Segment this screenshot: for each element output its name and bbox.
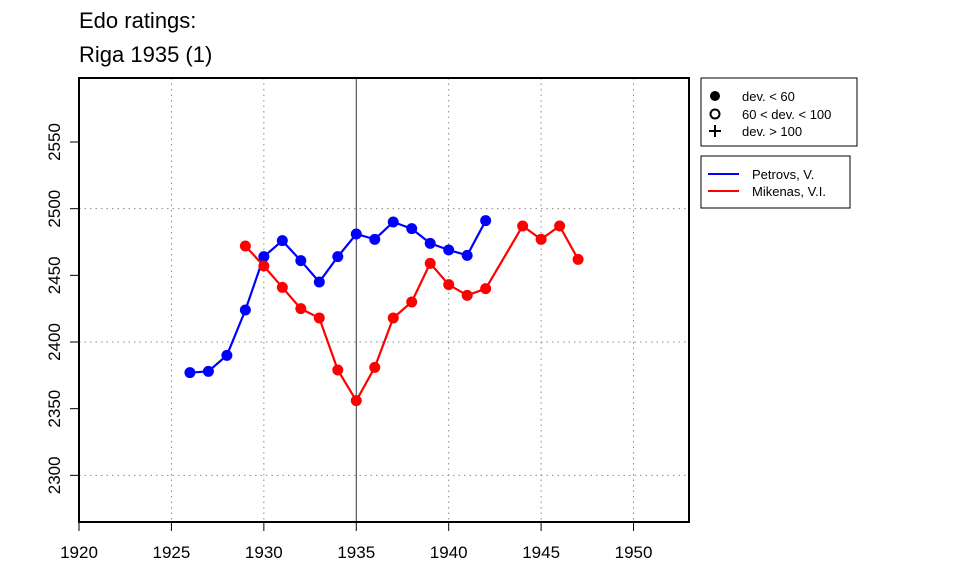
y-tick-label-2350: 2350	[45, 390, 64, 428]
series-2-point-1935	[350, 395, 362, 407]
y-tick-label-2400: 2400	[45, 323, 64, 361]
series-1-point-1926	[184, 367, 196, 379]
legend-filled-circle-icon	[710, 91, 720, 101]
marker-legend: dev. < 60 60 < dev. < 100 dev. > 100	[700, 77, 858, 147]
series-2-point-1933	[313, 312, 325, 324]
series-2-point-1938	[406, 296, 418, 308]
series-2-point-1940	[443, 279, 455, 291]
series-2-point-1947	[572, 253, 584, 265]
series-1-point-1929	[239, 304, 251, 316]
series-1-point-1939	[424, 237, 436, 249]
series-2-point-1946	[554, 220, 566, 232]
legend-marker-label-2: 60 < dev. < 100	[742, 107, 831, 122]
series-2-point-1939	[424, 257, 436, 269]
series-2-point-1945	[535, 233, 547, 245]
chart-title-line-1: Edo ratings:	[79, 8, 197, 33]
series-1-point-1935	[350, 228, 362, 240]
x-axis: 1920 1925 1930 1935 1940 1945 1950	[60, 522, 652, 562]
series-1-point-1936	[369, 233, 381, 245]
legend-series-1-label: Petrovs, V.	[752, 167, 814, 182]
chart-title-line-2: Riga 1935 (1)	[79, 42, 213, 67]
x-tick-label-1945: 1945	[522, 543, 560, 562]
series-2-point-1929	[239, 240, 251, 252]
x-tick-label-1925: 1925	[153, 543, 191, 562]
series-2-line	[244, 224, 580, 403]
series-1-point-1927	[202, 365, 214, 377]
series-2-point-1932	[295, 303, 307, 315]
series-1-point-1931	[276, 235, 288, 247]
series-2-point-1942	[480, 283, 492, 295]
series-2	[239, 220, 584, 407]
series-1-line	[189, 220, 487, 374]
series-1-point-1934	[332, 251, 344, 263]
series-1-point-1933	[313, 276, 325, 288]
series-1-point-1930	[258, 251, 270, 263]
x-tick-label-1920: 1920	[60, 543, 98, 562]
series-legend-box	[700, 155, 851, 209]
series-layer	[184, 215, 584, 407]
series-2-point-1934	[332, 364, 344, 376]
y-tick-label-2450: 2450	[45, 256, 64, 294]
legend-marker-label-1: dev. < 60	[742, 89, 795, 104]
y-tick-label-2550: 2550	[45, 123, 64, 161]
legend-open-circle-icon	[709, 108, 721, 120]
y-tick-label-2300: 2300	[45, 456, 64, 494]
series-2-point-1937	[387, 312, 399, 324]
series-2-point-1944	[517, 220, 529, 232]
legend-plus-icon	[709, 125, 721, 137]
series-legend: Petrovs, V. Mikenas, V.I.	[700, 155, 851, 209]
y-tick-label-2500: 2500	[45, 190, 64, 228]
grid-lines	[79, 78, 689, 522]
marker-legend-box	[700, 77, 858, 147]
series-1-point-1937	[387, 216, 399, 228]
series-2-point-1931	[276, 281, 288, 293]
series-2-point-1941	[461, 289, 473, 301]
legend-marker-label-3: dev. > 100	[742, 124, 802, 139]
series-1-point-1940	[443, 244, 455, 256]
x-tick-label-1935: 1935	[337, 543, 375, 562]
x-tick-label-1930: 1930	[245, 543, 283, 562]
series-2-point-1936	[369, 361, 381, 373]
y-axis: 2300 2350 2400 2450 2500 2550	[45, 123, 79, 494]
legend-series-2-label: Mikenas, V.I.	[752, 184, 826, 199]
series-1-point-1938	[406, 223, 418, 235]
series-1	[184, 215, 492, 379]
series-1-point-1941	[461, 249, 473, 261]
series-1-point-1932	[295, 255, 307, 267]
x-tick-label-1950: 1950	[615, 543, 653, 562]
series-2-point-1930	[258, 260, 270, 272]
plot-frame	[78, 77, 690, 523]
series-1-point-1928	[221, 349, 233, 361]
x-tick-label-1940: 1940	[430, 543, 468, 562]
series-1-point-1942	[480, 215, 492, 227]
